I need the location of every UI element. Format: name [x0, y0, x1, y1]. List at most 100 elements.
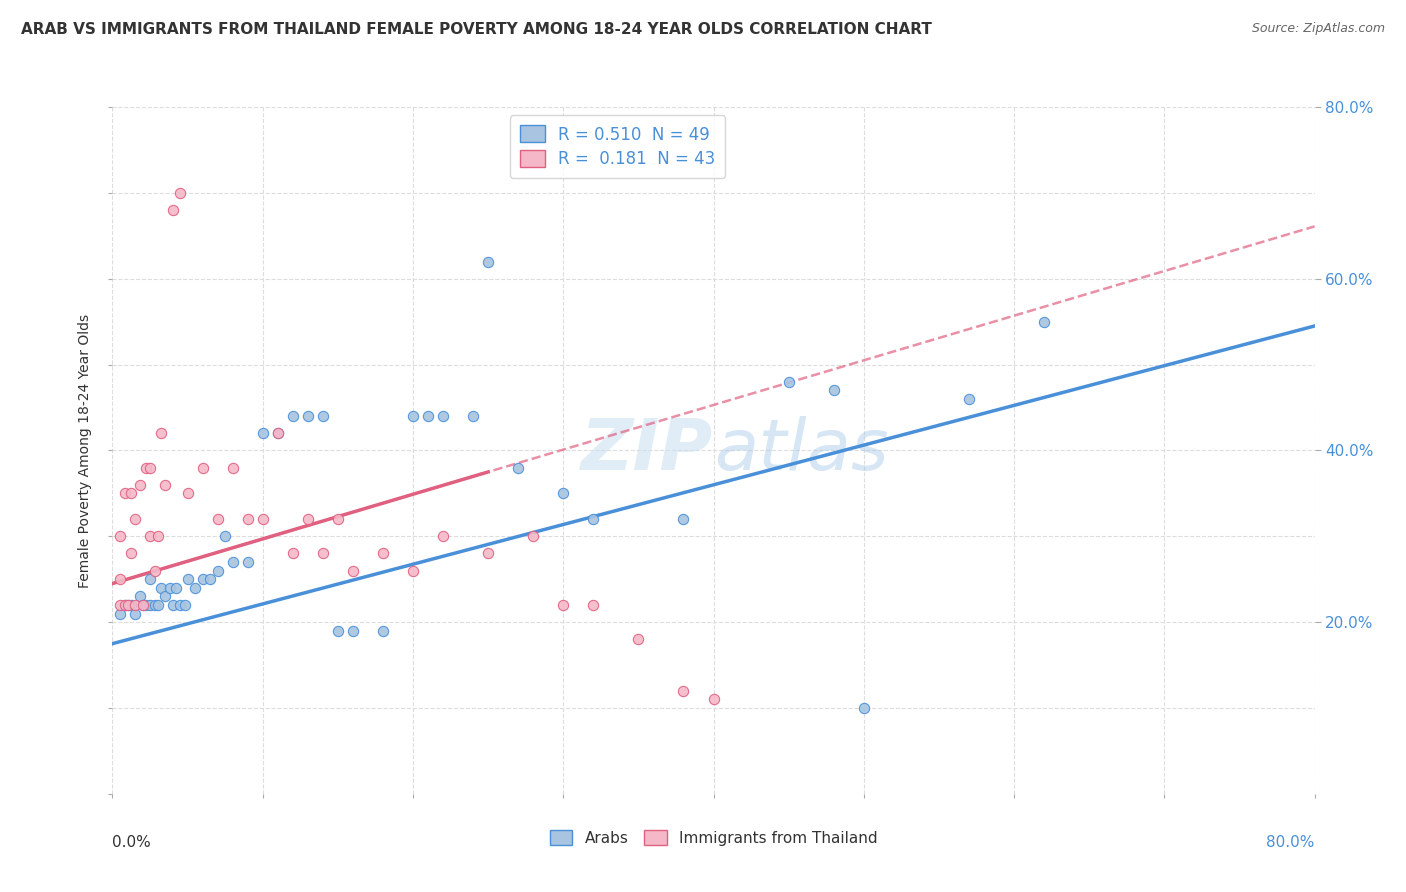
Point: [222, 555, 245, 569]
Point: [108, 572, 131, 586]
Point: [191, 460, 214, 475]
Point: [252, 512, 274, 526]
Point: [267, 426, 290, 441]
Point: [173, 598, 195, 612]
Point: [149, 426, 172, 441]
Point: [191, 572, 214, 586]
Point: [702, 692, 725, 706]
Point: [312, 546, 335, 561]
Point: [120, 598, 142, 612]
Point: [131, 598, 153, 612]
Point: [342, 624, 364, 638]
Text: 0.0%: 0.0%: [112, 835, 152, 850]
Point: [402, 564, 425, 578]
Point: [139, 598, 162, 612]
Point: [153, 590, 176, 604]
Point: [169, 186, 191, 200]
Point: [108, 598, 131, 612]
Point: [432, 409, 454, 423]
Point: [326, 624, 349, 638]
Point: [236, 512, 259, 526]
Point: [553, 486, 575, 500]
Legend: Arabs, Immigrants from Thailand: Arabs, Immigrants from Thailand: [540, 821, 887, 855]
Point: [165, 581, 187, 595]
Point: [139, 529, 162, 543]
Point: [297, 512, 319, 526]
Point: [124, 512, 146, 526]
Point: [416, 409, 439, 423]
Point: [281, 409, 304, 423]
Point: [108, 607, 131, 621]
Point: [162, 202, 184, 217]
Point: [120, 546, 142, 561]
Point: [432, 529, 454, 543]
Point: [326, 512, 349, 526]
Point: [342, 564, 364, 578]
Point: [149, 581, 172, 595]
Point: [672, 512, 695, 526]
Text: 80.0%: 80.0%: [1267, 835, 1315, 850]
Point: [114, 598, 136, 612]
Point: [139, 572, 162, 586]
Point: [252, 426, 274, 441]
Point: [582, 512, 605, 526]
Point: [114, 486, 136, 500]
Point: [477, 546, 499, 561]
Point: [128, 590, 150, 604]
Point: [117, 598, 139, 612]
Point: [522, 529, 544, 543]
Point: [281, 546, 304, 561]
Point: [146, 598, 169, 612]
Point: [371, 546, 394, 561]
Point: [207, 512, 229, 526]
Point: [778, 375, 800, 389]
Point: [176, 486, 198, 500]
Text: ZIP: ZIP: [581, 416, 713, 485]
Point: [477, 254, 499, 268]
Point: [672, 683, 695, 698]
Point: [402, 409, 425, 423]
Point: [128, 478, 150, 492]
Point: [120, 486, 142, 500]
Point: [139, 460, 162, 475]
Text: Source: ZipAtlas.com: Source: ZipAtlas.com: [1251, 22, 1385, 36]
Point: [198, 572, 221, 586]
Point: [143, 564, 166, 578]
Point: [823, 384, 845, 398]
Point: [176, 572, 198, 586]
Point: [297, 409, 319, 423]
Point: [143, 598, 166, 612]
Point: [957, 392, 980, 406]
Point: [582, 598, 605, 612]
Point: [267, 426, 290, 441]
Y-axis label: Female Poverty Among 18-24 Year Olds: Female Poverty Among 18-24 Year Olds: [79, 313, 93, 588]
Point: [207, 564, 229, 578]
Point: [117, 598, 139, 612]
Point: [162, 598, 184, 612]
Point: [153, 478, 176, 492]
Text: ARAB VS IMMIGRANTS FROM THAILAND FEMALE POVERTY AMONG 18-24 YEAR OLDS CORRELATIO: ARAB VS IMMIGRANTS FROM THAILAND FEMALE …: [21, 22, 932, 37]
Point: [124, 607, 146, 621]
Point: [312, 409, 335, 423]
Point: [508, 460, 530, 475]
Point: [553, 598, 575, 612]
Point: [131, 598, 153, 612]
Point: [108, 529, 131, 543]
Point: [169, 598, 191, 612]
Point: [1033, 315, 1056, 329]
Point: [159, 581, 181, 595]
Point: [461, 409, 484, 423]
Point: [135, 460, 157, 475]
Point: [214, 529, 236, 543]
Point: [371, 624, 394, 638]
Point: [135, 598, 157, 612]
Point: [627, 632, 650, 647]
Point: [184, 581, 207, 595]
Point: [236, 555, 259, 569]
Text: atlas: atlas: [713, 416, 889, 485]
Point: [852, 701, 875, 715]
Point: [124, 598, 146, 612]
Point: [222, 460, 245, 475]
Point: [114, 598, 136, 612]
Point: [146, 529, 169, 543]
